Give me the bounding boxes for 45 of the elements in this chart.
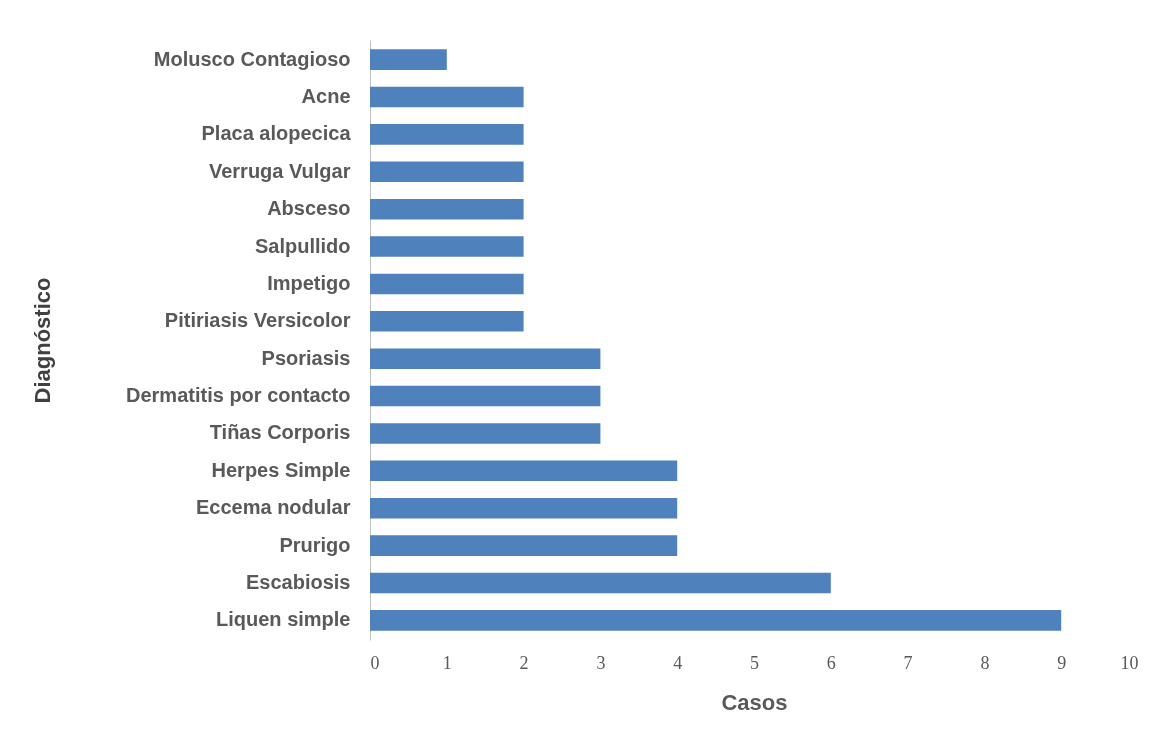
y-tick-label: Tiñas Corporis xyxy=(209,421,351,444)
bar xyxy=(370,198,524,220)
y-tick-label: Pitiriasis Versicolor xyxy=(164,309,351,332)
y-tick-label: Acne xyxy=(301,85,351,108)
bar xyxy=(370,535,678,556)
bar xyxy=(370,610,1062,631)
x-tick-label: 8 xyxy=(980,652,990,673)
x-tick-label: 9 xyxy=(1057,652,1067,673)
y-tick-label: Molusco Contagioso xyxy=(153,47,351,70)
y-tick-label: Salpullido xyxy=(254,234,351,257)
bar xyxy=(370,423,601,444)
y-tick-label: Impetigo xyxy=(267,271,351,294)
y-tick-label: Psoriasis xyxy=(261,346,351,369)
bar xyxy=(370,572,831,594)
bar xyxy=(370,460,678,482)
bar xyxy=(370,49,447,70)
x-tick-label: 5 xyxy=(750,652,759,673)
bar xyxy=(370,236,524,257)
y-tick-label: Absceso xyxy=(267,197,351,220)
y-tick-label: Verruga Vulgar xyxy=(208,159,351,182)
y-tick-label: Eccema nodular xyxy=(195,496,351,519)
x-tick-label: 4 xyxy=(673,652,683,673)
y-tick-label: Dermatitis por contacto xyxy=(126,384,351,407)
x-tick-label: 3 xyxy=(596,652,606,673)
x-tick-label: 0 xyxy=(370,652,380,673)
x-tick-label: 10 xyxy=(1120,652,1139,673)
bar xyxy=(370,348,601,369)
y-tick-label: Prurigo xyxy=(279,533,351,556)
x-tick-label: 2 xyxy=(519,652,529,673)
bar xyxy=(370,86,524,108)
y-tick-label: Escabiosis xyxy=(245,570,351,593)
bar xyxy=(370,385,601,407)
x-tick-label: 7 xyxy=(903,652,913,673)
x-tick-label: 6 xyxy=(826,652,836,673)
bar xyxy=(370,273,524,295)
bar xyxy=(370,124,524,145)
x-tick-label: 1 xyxy=(442,652,452,673)
bar xyxy=(370,161,524,183)
x-axis-title: Casos xyxy=(721,689,788,715)
bar xyxy=(370,311,524,332)
y-tick-label: Herpes Simple xyxy=(211,458,351,481)
y-tick-label: Placa alopecica xyxy=(201,122,352,145)
bar xyxy=(370,497,678,519)
y-axis-title: Diagnóstico xyxy=(29,277,55,404)
y-tick-label: Liquen simple xyxy=(216,608,351,631)
